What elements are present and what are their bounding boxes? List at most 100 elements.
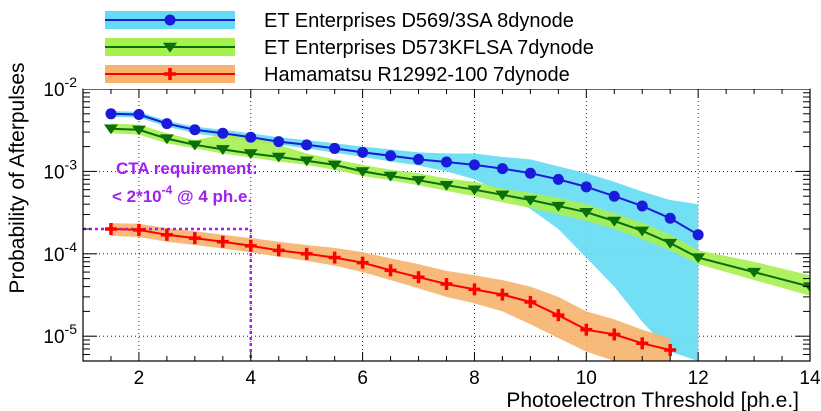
annotation-prefix: < 2*10 xyxy=(112,187,162,206)
series-2-point xyxy=(215,145,230,155)
series-3-point xyxy=(216,235,229,248)
series-3-point xyxy=(496,288,509,301)
series-3-point xyxy=(356,256,369,269)
y-tick-label: 10-2 xyxy=(43,74,77,101)
y-tick-label: 10-5 xyxy=(43,321,77,348)
series-2-point xyxy=(411,176,426,186)
x-tick-label: 10 xyxy=(576,368,597,389)
series-3-point xyxy=(188,232,201,245)
annotation-line-2: < 2*10-4 @ 4 ph.e. xyxy=(112,183,252,206)
legend-label: ET Enterprises D569/3SA 8dynode xyxy=(264,10,574,32)
series-1-point xyxy=(468,159,480,171)
series-2-point xyxy=(103,124,118,135)
series-2-point xyxy=(243,149,258,160)
series-1-point xyxy=(105,108,117,120)
series-2-point xyxy=(579,207,594,218)
series-1-point xyxy=(580,181,592,193)
series-1-point xyxy=(385,150,397,162)
legend-swatch-marker xyxy=(164,68,176,80)
series-2-point xyxy=(131,125,146,136)
series-1-point xyxy=(692,229,704,241)
x-tick-label: 6 xyxy=(357,368,368,389)
legend-entry-3: Hamamatsu R12992-100 7dynode xyxy=(105,64,570,86)
legend-entry-1: ET Enterprises D569/3SA 8dynode xyxy=(105,10,574,32)
legend-swatch-marker xyxy=(164,14,176,26)
series-2-error-band xyxy=(111,123,810,296)
series-1-point xyxy=(636,200,648,212)
series-3-point xyxy=(664,343,677,356)
series-2-point xyxy=(355,167,370,177)
series-3-point xyxy=(636,337,649,350)
series-1-point xyxy=(161,118,173,130)
series-1-point xyxy=(664,212,676,224)
series-3-point xyxy=(552,309,565,322)
axis-ticks: 2 4 6 8 10 12 14 10-5 10-4 10-3 10-2 xyxy=(43,74,821,389)
legend: ET Enterprises D569/3SA 8dynode ET Enterp… xyxy=(83,0,810,89)
series-1-point xyxy=(133,109,145,121)
series-3-point xyxy=(608,328,621,341)
legend-label: Hamamatsu R12992-100 7dynode xyxy=(264,64,570,86)
series-2-point xyxy=(523,195,538,206)
series-3-point xyxy=(244,239,257,252)
series-2-point xyxy=(607,216,622,227)
series-2-line xyxy=(110,127,810,288)
series-2-point xyxy=(187,140,202,151)
series-2-point xyxy=(159,134,174,145)
x-tick-label: 12 xyxy=(688,368,709,389)
series-2-point xyxy=(439,180,454,191)
annotation-suffix: @ 4 ph.e. xyxy=(172,187,252,206)
series-2-point xyxy=(299,156,314,167)
series-1-point xyxy=(413,153,425,165)
series-2-point xyxy=(467,185,482,196)
y-axis-title: Probability of Afterpulses xyxy=(6,62,29,293)
series-2-point xyxy=(551,201,566,212)
series-1-point xyxy=(273,136,285,148)
series-1-point xyxy=(608,190,620,202)
series-2-point xyxy=(327,160,342,171)
series-2-point xyxy=(803,282,810,293)
series-2-point xyxy=(635,226,650,237)
legend-swatch-marker xyxy=(163,42,177,53)
series-3-point xyxy=(104,222,117,235)
series-3-point xyxy=(384,264,397,277)
series-3-point xyxy=(468,283,481,296)
series-1-point xyxy=(245,131,257,143)
annotation-exponent: -4 xyxy=(162,183,173,197)
series-1-point xyxy=(329,142,341,154)
series-1-point xyxy=(441,156,452,168)
annotation-line-1: CTA requirement: xyxy=(116,159,258,178)
legend-entry-2: ET Enterprises D573KFLSA 7dynode xyxy=(105,37,594,59)
cta-annotation-text: CTA requirement: < 2*10-4 @ 4 ph.e. xyxy=(112,159,258,206)
series-3-point xyxy=(440,277,453,290)
series-2-point xyxy=(663,238,678,249)
series-1-point xyxy=(217,127,229,139)
series-1-error-band xyxy=(111,111,699,361)
series-2-point xyxy=(691,253,706,264)
x-tick-label: 2 xyxy=(134,368,145,389)
series-1-point xyxy=(524,167,536,179)
y-tick-label: 10-3 xyxy=(43,156,77,183)
series-3-point xyxy=(580,323,593,336)
series-2-point xyxy=(383,171,398,182)
series-1-point xyxy=(189,124,201,136)
cta-requirement-annotation xyxy=(83,227,253,361)
x-tick-label: 4 xyxy=(245,368,256,389)
legend-label: ET Enterprises D573KFLSA 7dynode xyxy=(264,37,594,59)
series-2-point xyxy=(495,190,510,201)
y-tick-label: 10-4 xyxy=(43,239,77,266)
x-tick-label: 14 xyxy=(799,368,821,389)
series-2-point xyxy=(271,152,286,163)
series-markers xyxy=(103,108,810,356)
x-axis-title: Photoelectron Threshold [ph.e.] xyxy=(506,389,799,411)
series-3-point xyxy=(328,251,341,264)
series-3-point xyxy=(272,244,285,257)
series-lines xyxy=(110,112,810,351)
x-tick-label: 8 xyxy=(469,368,480,389)
series-1-point xyxy=(357,146,369,158)
series-1-line xyxy=(110,112,699,236)
series-3-point xyxy=(160,228,173,241)
series-1-point xyxy=(301,139,313,151)
series-1-point xyxy=(552,173,564,185)
series-3-point xyxy=(412,271,425,284)
